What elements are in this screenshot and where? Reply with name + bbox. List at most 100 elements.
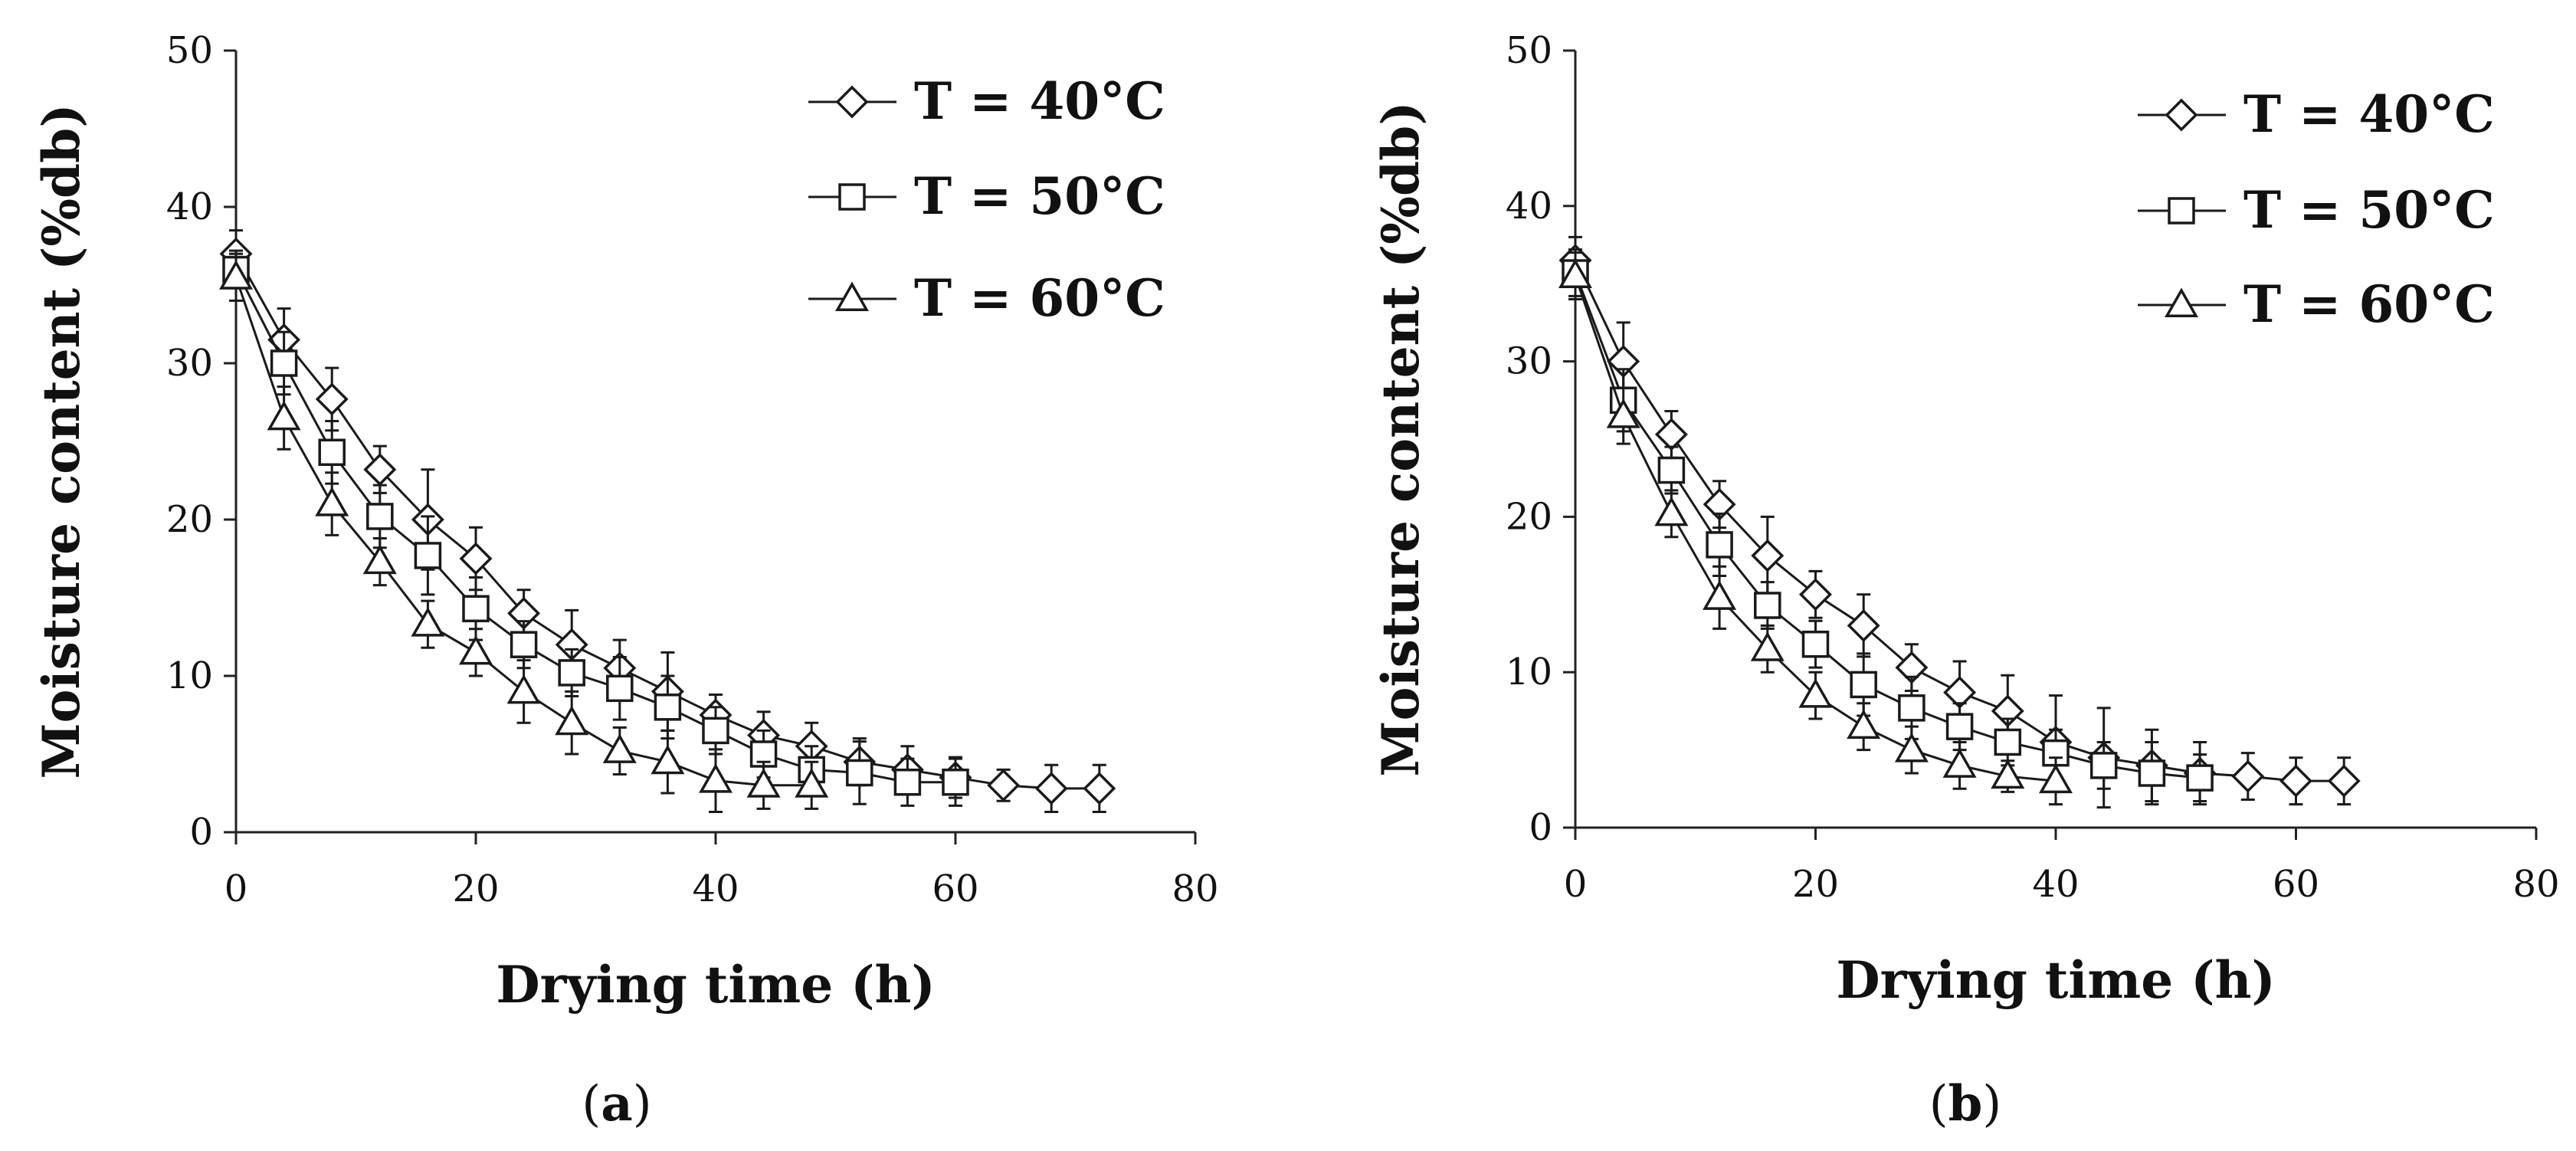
y-tick-label: 40 bbox=[166, 185, 213, 228]
data-point-triangle bbox=[411, 607, 445, 637]
data-point-diamond bbox=[1799, 578, 1832, 612]
data-point-triangle bbox=[362, 544, 397, 575]
x-tick-label: 80 bbox=[1172, 867, 1218, 910]
x-tick-label: 60 bbox=[2273, 863, 2319, 906]
legend-label: T = 50°C bbox=[914, 166, 1165, 226]
data-point-diamond bbox=[2231, 759, 2265, 793]
data-point-triangle bbox=[267, 400, 301, 431]
legend-label: T = 40°C bbox=[914, 71, 1165, 131]
subfigure-label: (b) bbox=[1929, 1075, 2002, 1133]
data-point-square bbox=[2186, 764, 2214, 792]
data-point-triangle bbox=[506, 674, 541, 704]
data-point-square bbox=[366, 503, 394, 530]
data-point-triangle bbox=[602, 733, 637, 763]
series-triangle bbox=[218, 252, 829, 813]
x-tick-label: 0 bbox=[224, 867, 248, 910]
data-point-triangle bbox=[746, 768, 781, 798]
data-point-triangle bbox=[1558, 258, 1593, 289]
data-point-triangle bbox=[1942, 748, 1977, 778]
data-point-triangle bbox=[458, 635, 493, 665]
x-tick-label: 80 bbox=[2512, 863, 2559, 906]
data-point-triangle bbox=[1606, 398, 1640, 428]
legend-label: T = 40°C bbox=[2243, 84, 2495, 144]
data-point-triangle bbox=[1654, 496, 1689, 526]
data-point-diamond bbox=[1083, 772, 1116, 805]
data-point-triangle bbox=[218, 260, 254, 290]
data-point-triangle bbox=[2038, 763, 2073, 794]
data-point-triangle bbox=[1894, 733, 1929, 762]
data-point-square bbox=[270, 349, 298, 377]
data-point-square bbox=[1994, 728, 2022, 756]
data-point-square bbox=[510, 631, 538, 658]
data-point-triangle bbox=[1991, 759, 2025, 789]
legend-entry: T = 60°C bbox=[2138, 274, 2495, 334]
data-point-diamond bbox=[459, 542, 493, 576]
x-tick-label: 20 bbox=[1792, 863, 1839, 906]
legend-marker-square bbox=[2168, 197, 2195, 225]
data-point-diamond bbox=[2327, 764, 2361, 798]
data-point-square bbox=[1706, 531, 1733, 559]
series-triangle bbox=[1558, 251, 2073, 806]
x-tick-label: 20 bbox=[452, 867, 499, 910]
y-tick-label: 20 bbox=[166, 498, 213, 541]
legend-entry: T = 40°C bbox=[808, 71, 1165, 131]
y-axis-title: Moisture content (%db) bbox=[31, 103, 91, 779]
data-point-square bbox=[846, 759, 873, 787]
x-tick-label: 40 bbox=[2032, 863, 2079, 906]
data-point-diamond bbox=[987, 769, 1021, 802]
data-point-square bbox=[1850, 671, 1877, 699]
data-point-square bbox=[2138, 759, 2166, 787]
data-point-square bbox=[702, 717, 729, 745]
y-tick-label: 10 bbox=[1506, 651, 1552, 694]
series-line bbox=[234, 268, 955, 784]
y-tick-label: 50 bbox=[1506, 29, 1552, 72]
series-square bbox=[1562, 248, 2214, 806]
data-point-square bbox=[1657, 456, 1686, 484]
data-point-square bbox=[942, 768, 969, 796]
data-point-diamond bbox=[1847, 608, 1880, 642]
legend-entry: T = 60°C bbox=[808, 268, 1165, 328]
legend-entry: T = 50°C bbox=[2138, 180, 2495, 240]
x-tick-label: 0 bbox=[1564, 863, 1588, 906]
data-point-triangle bbox=[315, 487, 349, 516]
data-point-square bbox=[1801, 630, 1830, 658]
legend-marker-triangle bbox=[834, 281, 870, 311]
y-tick-label: 0 bbox=[189, 811, 213, 854]
data-point-square bbox=[414, 542, 442, 569]
y-tick-label: 50 bbox=[166, 29, 213, 72]
data-point-square bbox=[558, 659, 585, 687]
legend-marker-diamond bbox=[2165, 98, 2198, 132]
data-point-triangle bbox=[1703, 580, 1737, 610]
legend-entry: T = 40°C bbox=[2138, 84, 2495, 144]
series-square bbox=[222, 249, 969, 807]
data-point-triangle bbox=[1847, 709, 1881, 739]
x-axis-title: Drying time (h) bbox=[496, 955, 935, 1015]
chart-panel-b: 0 10 20 30 40 50 0 20 40 60 80 Drying time (h) Moist… bbox=[1371, 29, 2560, 1133]
data-point-triangle bbox=[651, 744, 685, 775]
legend-marker-triangle bbox=[2164, 287, 2199, 317]
legend-marker-diamond bbox=[835, 85, 869, 119]
y-tick-label: 30 bbox=[1506, 340, 1552, 383]
data-point-triangle bbox=[1750, 631, 1785, 661]
data-point-diamond bbox=[1654, 418, 1688, 451]
data-point-triangle bbox=[795, 768, 829, 798]
y-axis-title: Moisture content (%db) bbox=[1371, 101, 1431, 776]
data-point-square bbox=[654, 694, 682, 721]
data-point-diamond bbox=[1751, 539, 1785, 572]
y-tick-label: 40 bbox=[1506, 185, 1552, 228]
data-point-square bbox=[2089, 752, 2118, 779]
data-point-triangle bbox=[1798, 678, 1833, 708]
legend-marker-square bbox=[838, 183, 866, 211]
y-tick-label: 20 bbox=[1506, 495, 1552, 538]
data-point-square bbox=[318, 438, 346, 467]
legend-label: T = 50°C bbox=[2243, 180, 2495, 240]
data-point-square bbox=[1945, 713, 1974, 740]
data-point-square bbox=[606, 674, 634, 703]
y-tick-label: 10 bbox=[166, 654, 213, 697]
data-point-square bbox=[462, 595, 490, 623]
x-axis-title: Drying time (h) bbox=[1836, 950, 2275, 1010]
data-point-diamond bbox=[315, 382, 349, 416]
x-tick-label: 60 bbox=[932, 867, 978, 910]
chart-panel-a: 0 10 20 30 40 50 0 20 40 60 80 Drying time (h) Moist… bbox=[31, 29, 1219, 1133]
